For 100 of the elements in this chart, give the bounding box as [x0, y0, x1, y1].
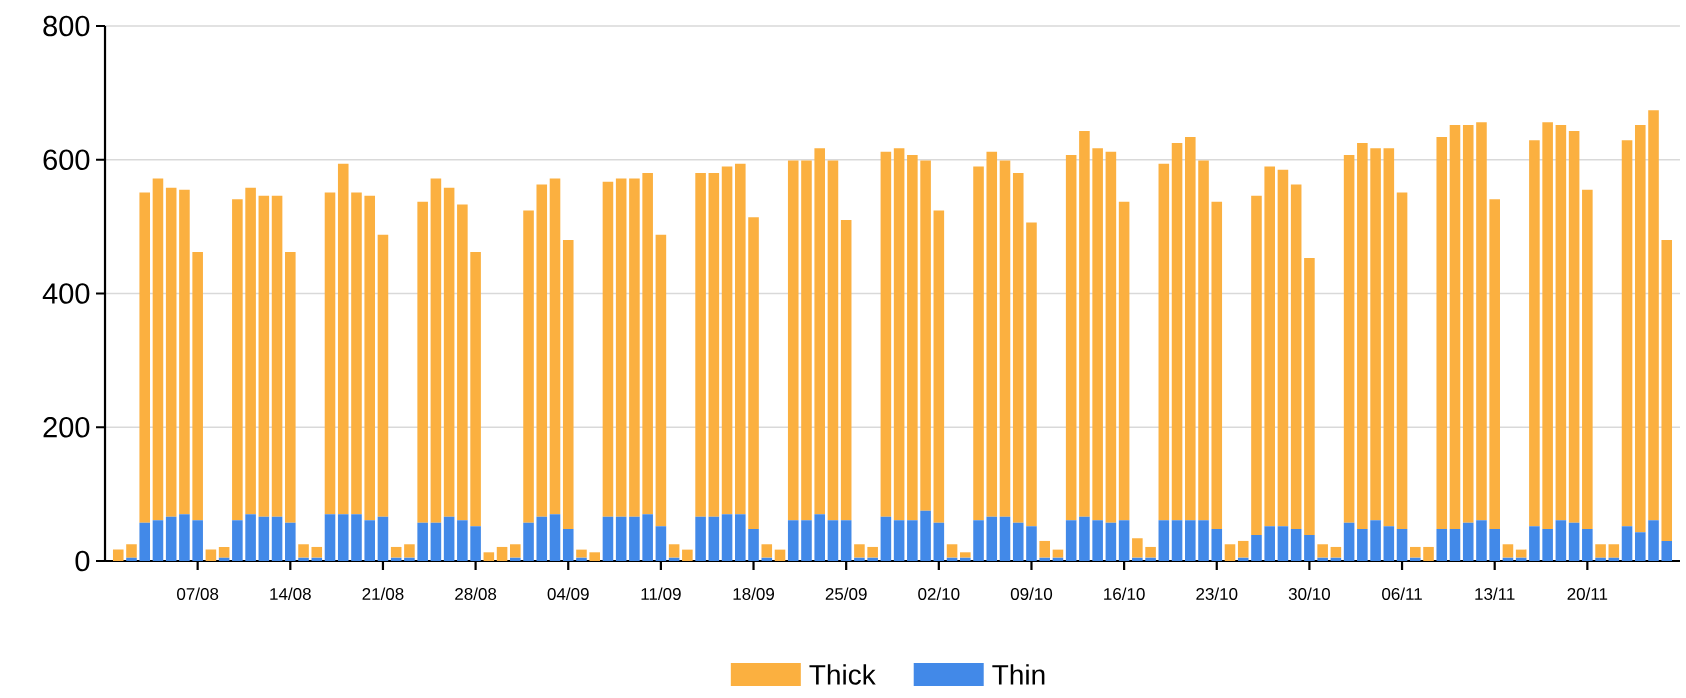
bar	[615, 178, 627, 517]
bar	[1304, 258, 1315, 535]
bar	[973, 166, 984, 521]
bar	[258, 195, 270, 517]
x-tick-label: 06/11	[1382, 587, 1422, 601]
bar	[1211, 528, 1223, 561]
bar	[1304, 534, 1315, 561]
bar	[576, 549, 587, 558]
bar	[814, 514, 826, 561]
bar	[1489, 199, 1500, 529]
bar	[774, 549, 786, 561]
bar	[1039, 557, 1050, 561]
bar	[1277, 526, 1289, 561]
bar	[536, 516, 548, 561]
bar	[1436, 528, 1448, 561]
bar	[695, 516, 706, 561]
bar	[1251, 534, 1262, 561]
bar	[152, 178, 164, 521]
bar	[271, 516, 283, 561]
bar	[443, 516, 455, 561]
bar	[1330, 546, 1342, 558]
legend-label: Thin	[992, 664, 1045, 685]
bar	[960, 557, 971, 561]
bar	[457, 520, 468, 561]
bar	[377, 516, 389, 561]
bar	[562, 528, 574, 561]
bar	[1436, 137, 1448, 529]
bar	[986, 151, 998, 517]
bar	[1317, 544, 1328, 558]
bar	[721, 166, 733, 515]
bar	[417, 522, 428, 561]
bar	[390, 546, 402, 558]
bar	[1118, 201, 1130, 521]
bar	[840, 520, 852, 561]
bar	[1449, 528, 1461, 561]
x-tick-label: 02/10	[918, 587, 960, 601]
bar	[430, 522, 442, 561]
bar	[1198, 160, 1209, 521]
bar	[999, 160, 1011, 517]
bar	[126, 544, 137, 558]
bar	[1648, 520, 1659, 561]
bar	[324, 514, 336, 561]
bar	[1370, 520, 1381, 561]
bar	[1092, 520, 1103, 561]
bar	[827, 520, 839, 561]
bar	[1410, 546, 1421, 558]
bar	[1529, 140, 1540, 527]
bar	[298, 557, 309, 561]
bar	[1357, 528, 1368, 561]
bar	[880, 516, 892, 561]
bar	[245, 514, 256, 561]
bar	[814, 148, 826, 515]
bar	[615, 516, 627, 561]
bar	[1370, 148, 1381, 521]
bar	[1105, 151, 1117, 523]
bar	[933, 522, 945, 561]
bar	[1449, 124, 1461, 529]
bar	[880, 151, 892, 517]
bar	[1410, 557, 1421, 561]
bar	[854, 544, 865, 558]
bar	[510, 557, 521, 561]
bar	[920, 160, 931, 511]
bar	[1185, 520, 1196, 561]
legend-label: Thick	[809, 664, 876, 685]
bar	[351, 514, 362, 561]
bar	[1542, 122, 1553, 529]
bar	[1476, 122, 1487, 521]
bar	[112, 549, 124, 561]
bar	[946, 544, 958, 558]
x-tick-label: 04/09	[547, 587, 589, 601]
y-tick-label: 400	[42, 283, 90, 304]
bar	[232, 520, 243, 561]
bar	[139, 192, 151, 523]
bar	[1145, 546, 1156, 558]
bar	[1634, 124, 1646, 533]
bar	[1079, 130, 1090, 517]
bar	[523, 522, 534, 561]
bar	[1489, 528, 1500, 561]
bar	[801, 160, 812, 521]
bar	[311, 557, 323, 561]
bar	[1039, 540, 1050, 558]
bar	[549, 178, 561, 515]
bar	[496, 546, 508, 561]
bar	[1396, 192, 1408, 529]
bar	[1158, 520, 1170, 561]
bar	[1343, 522, 1355, 561]
bar	[271, 195, 283, 517]
bar	[1462, 522, 1474, 561]
bar	[1542, 528, 1553, 561]
bar	[1357, 143, 1368, 529]
bar	[404, 557, 415, 561]
bar	[893, 520, 905, 561]
bar	[337, 514, 349, 561]
bar	[364, 195, 376, 521]
x-tick-label: 30/10	[1288, 587, 1331, 601]
bar	[1290, 528, 1302, 561]
bar	[655, 526, 667, 561]
bar	[536, 184, 548, 517]
bar	[1277, 169, 1289, 527]
bar	[218, 546, 230, 558]
